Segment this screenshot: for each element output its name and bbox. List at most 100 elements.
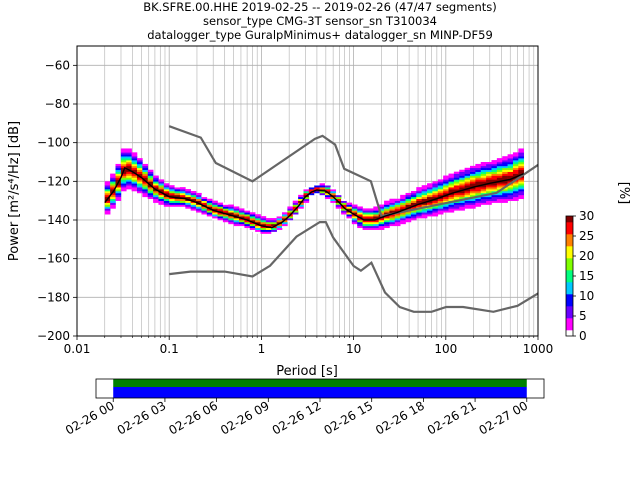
heatmap-cell [308,185,315,188]
heatmap-cell [115,183,122,186]
heatmap-cell [120,175,127,178]
heatmap-cell [185,191,191,194]
heatmap-cell [427,183,433,186]
heatmap-cell [491,194,498,198]
heatmap-cell [416,189,422,192]
heatmap-cell [265,221,272,225]
heatmap-cell [362,212,369,215]
colorbar-segment [566,260,573,263]
colorbar-segment [566,308,573,311]
heatmap-cell [507,187,514,190]
heatmap-cell [502,189,508,192]
heatmap-cell [142,173,149,176]
heatmap-cell [464,206,471,209]
heatmap-cell [491,187,498,190]
heatmap-cell [475,183,482,186]
heatmap-cell [212,208,218,211]
heatmap-cell [373,223,379,227]
heatmap-cell [496,165,503,169]
timeline-tick-label: 02-26 18 [373,398,427,437]
heatmap-cell [384,220,390,223]
heatmap-cell [120,154,127,157]
heatmap-cell [239,210,245,213]
heatmap-cell [378,208,385,211]
colorbar-segment [566,268,573,271]
heatmap-cell [131,183,138,186]
heatmap-cell [319,187,326,190]
mean-curve-group [104,166,524,229]
heatmap-cell [512,160,519,163]
heatmap-cell [249,218,256,221]
heatmap-cell [432,189,439,192]
heatmap-cell [496,181,503,184]
heatmap-cell [287,216,294,219]
heatmap-cell [249,220,256,223]
heatmap-cell [491,179,498,182]
heatmap-cell [153,185,159,188]
heatmap-cell [464,169,471,172]
heatmap-cell [512,181,519,184]
heatmap-cell [282,212,288,215]
heatmap-cell [448,187,455,190]
colorbar-segment [566,224,573,227]
heatmap-cell [518,162,525,165]
colorbar-segment [566,276,573,279]
heatmap-cell [265,229,272,232]
heatmap-cell [233,223,240,227]
heatmap-cell [475,187,482,190]
heatmap-cell [120,187,127,190]
heatmap-cell [394,200,401,203]
heatmap-cell [470,191,476,194]
heatmap-cell [169,185,175,188]
heatmap-cell [147,173,154,176]
heatmap-cell [244,218,251,221]
heatmap-cell [443,206,449,209]
heatmap-cell [486,194,492,198]
heatmap-cell [158,181,165,184]
heatmap-cell [421,198,428,201]
chart-title-line-1: BK.SFRE.00.HHE 2019-02-25 -- 2019-02-26 … [143,0,497,14]
heatmap-cell [319,191,326,194]
heatmap-cell [126,150,132,153]
heatmap-cell [416,187,422,190]
heatmap-cell [153,200,159,203]
heatmap-cell [464,191,471,194]
heatmap-cell [432,185,439,188]
heatmap-cell [470,194,476,198]
heatmap-cell [163,183,170,186]
heatmap-cell [190,202,197,205]
heatmap-cell [410,218,417,221]
heatmap-cell [427,185,433,188]
heatmap-cell [427,202,433,205]
colorbar-segment [566,226,573,229]
heatmap-cell [282,214,288,217]
heatmap-cell [169,202,175,205]
heatmap-cell [432,210,439,213]
colorbar-segment [566,294,573,297]
heatmap-cell [131,179,138,182]
heatmap-cell [475,165,482,169]
heatmap-cell [255,225,261,229]
heatmap-cell [222,206,229,209]
heatmap-cell [373,206,379,209]
heatmap-cell [239,223,245,227]
colorbar-segment [566,238,573,241]
heatmap-cell [346,216,353,219]
heatmap-cell [464,194,471,198]
heatmap-cell [351,208,358,211]
heatmap-cell [518,196,525,200]
heatmap-cell [475,179,482,182]
heatmap-cell [271,221,277,225]
heatmap-cell [142,191,149,194]
heatmap-cell [507,192,514,196]
x-tick-label: 1000 [523,342,554,356]
heatmap-cell [206,214,213,217]
heatmap-cell [239,214,245,217]
heatmap-cell [421,216,428,219]
heatmap-cell [432,196,439,200]
heatmap-cell [486,173,492,176]
colorbar-segment [566,302,573,305]
heatmap-cell [115,191,122,194]
timeline-tick-label: 02-26 21 [425,398,479,437]
heatmap-cell [496,167,503,171]
